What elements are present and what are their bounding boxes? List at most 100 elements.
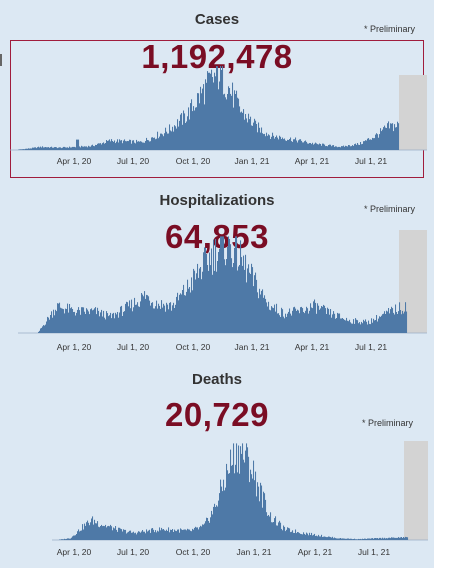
- daily-bar: [257, 292, 259, 333]
- daily-bar: [150, 141, 152, 150]
- daily-bar: [129, 300, 131, 333]
- daily-bar: [135, 304, 137, 333]
- daily-bar: [311, 307, 313, 333]
- daily-bar: [307, 533, 309, 540]
- daily-bar: [263, 491, 265, 540]
- cases-chart[interactable]: Apr 1, 20 Jul 1, 20 Oct 1, 20 Jan 1, 21 Apr …: [0, 60, 434, 168]
- daily-bar: [365, 319, 367, 333]
- daily-bar: [50, 147, 52, 150]
- daily-bar: [72, 536, 74, 540]
- daily-bar: [230, 93, 232, 150]
- daily-bar: [147, 140, 149, 150]
- daily-bar: [117, 531, 119, 540]
- daily-bar: [139, 141, 141, 150]
- daily-bar: [262, 507, 264, 540]
- daily-bar: [33, 147, 35, 150]
- daily-bar: [361, 539, 363, 540]
- hospitalizations-chart[interactable]: Apr 1, 20 Jul 1, 20 Oct 1, 20 Jan 1, 21 Apr …: [0, 225, 434, 353]
- daily-bar: [314, 143, 316, 150]
- daily-bar: [324, 144, 326, 150]
- daily-bar: [244, 269, 246, 333]
- daily-bar: [179, 294, 181, 333]
- daily-bar: [215, 76, 217, 150]
- daily-bar: [192, 111, 194, 150]
- daily-bar: [107, 526, 109, 540]
- daily-bar: [71, 537, 73, 540]
- daily-bar: [93, 524, 95, 540]
- daily-bar: [335, 318, 337, 333]
- daily-bar: [375, 134, 377, 150]
- daily-bar: [381, 538, 383, 540]
- daily-bar: [313, 534, 315, 540]
- daily-bar: [99, 527, 101, 540]
- daily-bar: [282, 530, 284, 540]
- daily-bar: [367, 324, 369, 333]
- daily-bar: [233, 107, 235, 150]
- daily-bar: [279, 520, 281, 540]
- daily-bar: [366, 321, 368, 333]
- daily-bar: [296, 311, 298, 333]
- daily-bar: [279, 315, 281, 333]
- daily-bar: [52, 317, 54, 333]
- daily-bar: [162, 529, 164, 540]
- daily-bar: [201, 526, 203, 540]
- daily-bar: [364, 141, 366, 150]
- daily-bar: [368, 138, 370, 150]
- daily-bar: [258, 298, 260, 333]
- daily-bar: [305, 534, 307, 540]
- daily-bar: [397, 537, 399, 540]
- daily-bar: [115, 143, 117, 150]
- daily-bar: [161, 300, 163, 333]
- daily-bar: [364, 321, 366, 333]
- daily-bar: [244, 119, 246, 150]
- daily-bar: [40, 328, 42, 333]
- daily-bar: [286, 141, 288, 150]
- daily-bar: [256, 124, 258, 150]
- daily-bar: [184, 113, 186, 150]
- daily-bar: [120, 140, 122, 150]
- daily-bar: [214, 503, 216, 540]
- x-tick-label: Apr 1, 21: [295, 156, 330, 166]
- daily-bar: [274, 304, 276, 333]
- x-tick-label: Jan 1, 21: [235, 342, 270, 352]
- daily-bar: [237, 97, 239, 150]
- daily-bar: [92, 516, 94, 540]
- daily-bar: [391, 306, 393, 333]
- daily-bar: [85, 146, 87, 150]
- daily-bar: [339, 146, 341, 150]
- daily-bar: [133, 140, 135, 150]
- daily-bar: [323, 143, 325, 150]
- daily-bar: [74, 146, 76, 150]
- daily-bar: [53, 147, 55, 150]
- daily-bar: [389, 537, 391, 540]
- daily-bar: [368, 538, 370, 540]
- daily-bar: [103, 525, 105, 540]
- deaths-chart[interactable]: Apr 1, 20 Jul 1, 20 Oct 1, 20 Jan 1, 21 Apr …: [0, 435, 434, 563]
- daily-bar: [217, 261, 219, 333]
- daily-bar: [208, 72, 210, 150]
- daily-bar: [204, 247, 206, 333]
- daily-bar: [132, 311, 134, 333]
- daily-bar: [96, 523, 98, 540]
- daily-bar: [58, 147, 60, 150]
- daily-bar: [330, 309, 332, 333]
- daily-bar: [249, 272, 251, 333]
- panel-edge-marker: [0, 54, 2, 66]
- daily-bar: [159, 136, 161, 150]
- daily-bar: [143, 296, 145, 333]
- daily-bar: [388, 537, 390, 540]
- daily-bar: [62, 147, 64, 150]
- daily-bar: [388, 121, 390, 150]
- daily-bar: [379, 537, 381, 540]
- daily-bar: [230, 449, 232, 540]
- daily-bar: [361, 144, 363, 150]
- daily-bar: [395, 304, 397, 333]
- daily-bar: [42, 326, 44, 333]
- daily-bar: [118, 527, 120, 540]
- daily-bar: [211, 69, 213, 150]
- daily-bar: [375, 538, 377, 540]
- daily-bar: [164, 305, 166, 333]
- daily-bar: [188, 529, 190, 540]
- daily-bar: [111, 318, 113, 333]
- daily-bar: [127, 141, 129, 150]
